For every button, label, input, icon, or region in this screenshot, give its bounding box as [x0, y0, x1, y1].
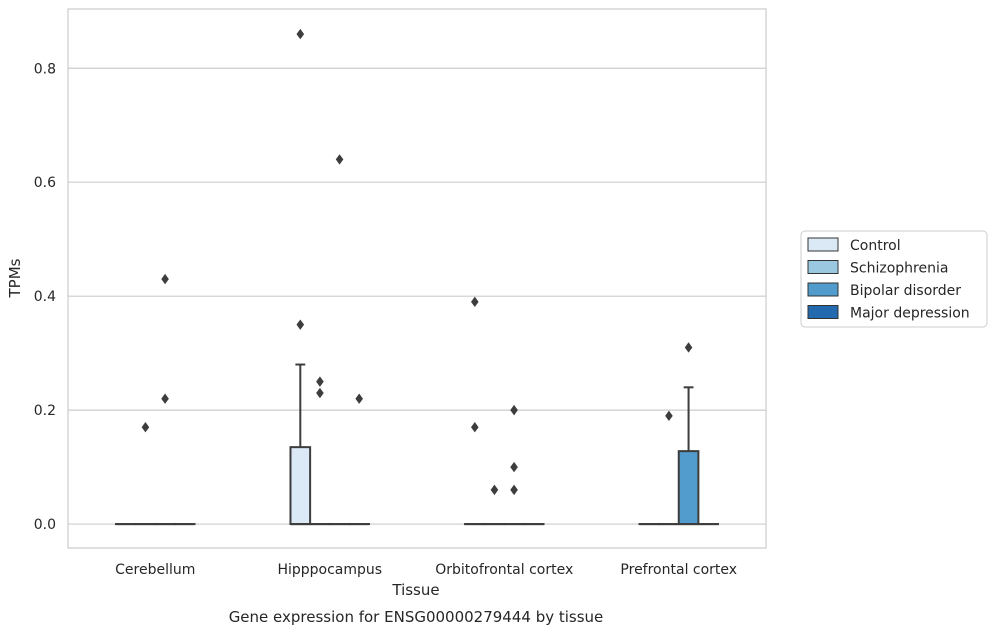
y-tick-label: 0.8 — [34, 61, 56, 77]
x-tick-labels: Cerebellum Hipppocampus Orbitofrontal cort… — [115, 562, 737, 578]
legend-swatch — [808, 306, 838, 319]
plot-area — [68, 9, 766, 548]
x-axis-label: Tissue — [391, 581, 439, 599]
legend-label: Bipolar disorder — [850, 283, 961, 299]
y-axis-label: TPMs — [6, 258, 24, 298]
x-tick-label: Prefrontal cortex — [620, 562, 737, 578]
legend-label: Schizophrenia — [850, 261, 948, 277]
x-tick-label: Orbitofrontal cortex — [435, 562, 573, 578]
legend-label: Control — [850, 238, 901, 254]
legend-swatch — [808, 261, 838, 274]
y-tick-label: 0.0 — [34, 517, 56, 533]
legend-swatch — [808, 283, 838, 296]
figure-caption: Gene expression for ENSG00000279444 by t… — [229, 608, 604, 626]
box-body — [679, 451, 699, 524]
y-tick-labels: 0.0 0.2 0.4 0.6 0.8 — [34, 61, 56, 533]
x-tick-label: Hipppocampus — [277, 562, 382, 578]
legend-swatch — [808, 238, 838, 251]
y-tick-label: 0.6 — [34, 175, 56, 191]
x-tick-label: Cerebellum — [115, 562, 195, 578]
box-body — [290, 447, 310, 524]
y-tick-label: 0.2 — [34, 403, 56, 419]
y-tick-label: 0.4 — [34, 289, 56, 305]
legend-label: Major depression — [850, 306, 970, 322]
legend: Control Schizophrenia Bipolar disorder Majo… — [801, 231, 987, 327]
